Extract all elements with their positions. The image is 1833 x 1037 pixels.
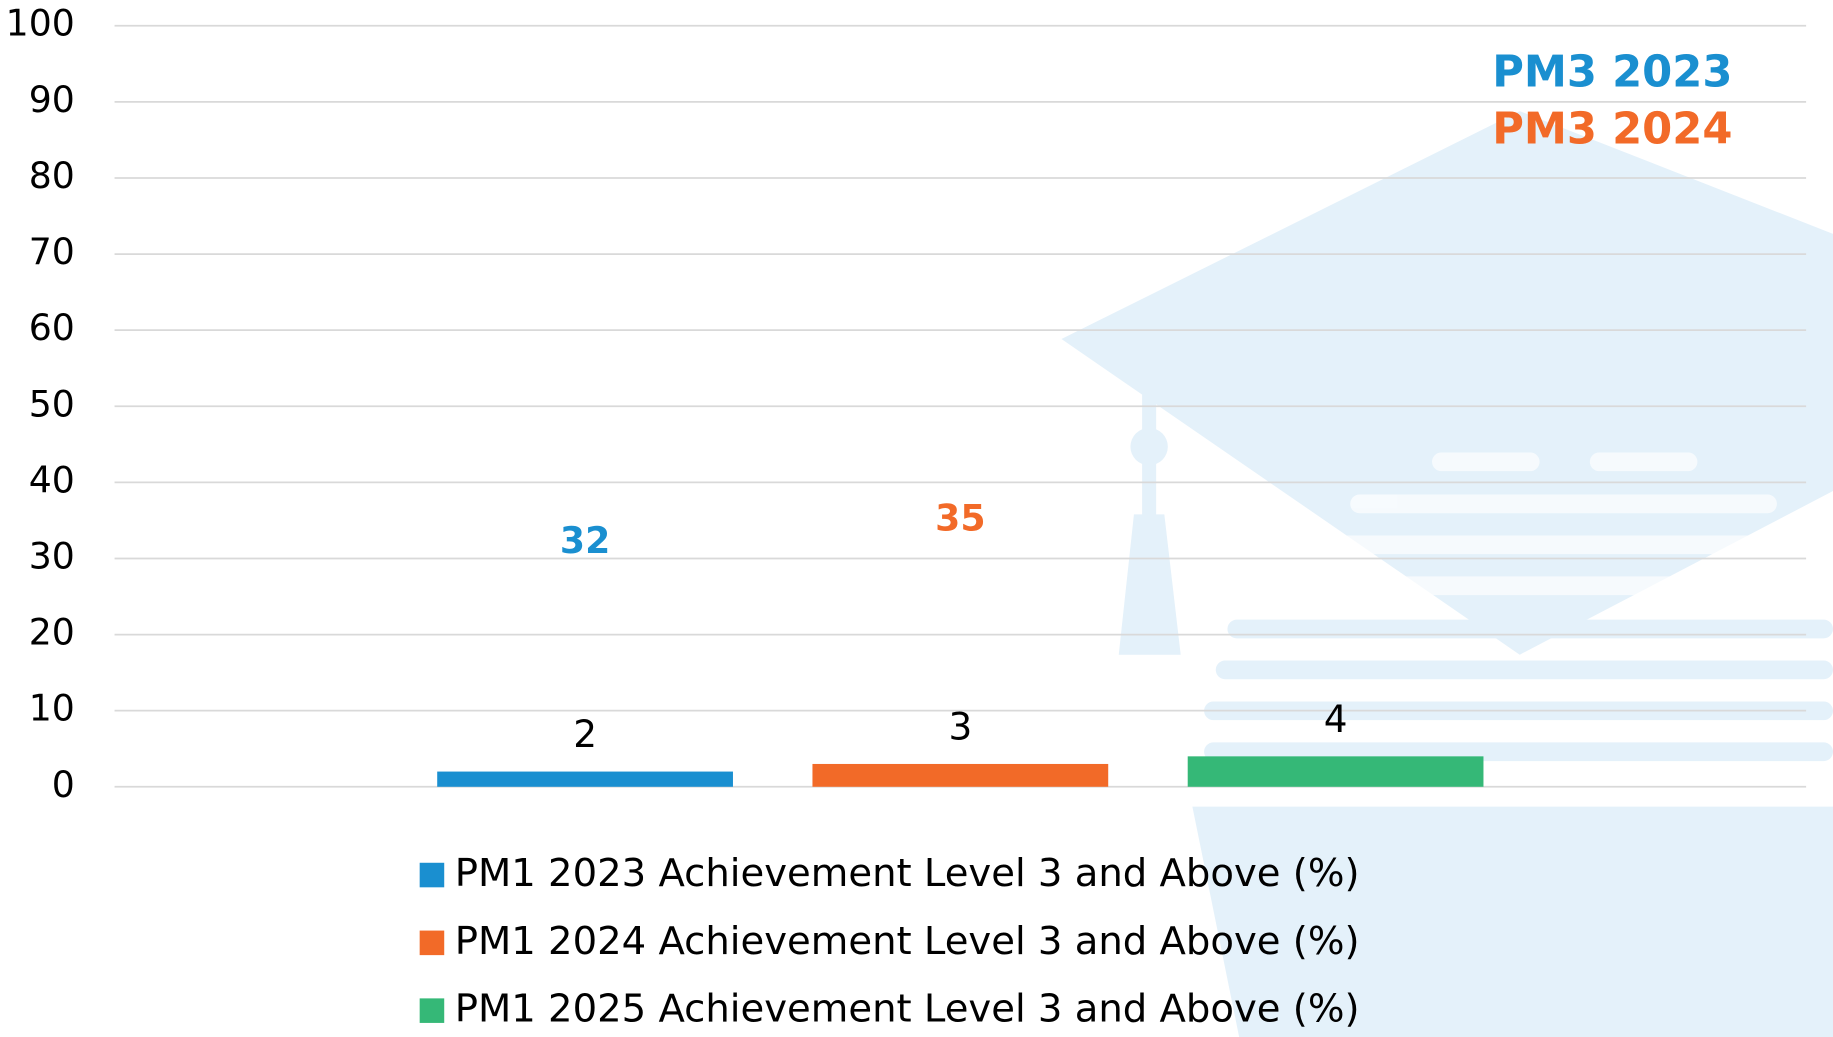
tassel-knot (1130, 428, 1167, 465)
stripe (1227, 620, 1833, 639)
y-tick-label: 50 (29, 382, 75, 425)
bar (437, 772, 733, 787)
y-tick-label: 90 (29, 78, 75, 121)
y-tick-label: 60 (29, 306, 75, 349)
legend-swatch (420, 998, 445, 1023)
note: PM3 2024 (1492, 105, 1732, 155)
data-label: 2 (573, 712, 597, 756)
stripe (1590, 452, 1698, 471)
annotation: 35 (935, 496, 985, 539)
stripe (1350, 495, 1777, 514)
y-tick-label: 70 (29, 230, 75, 273)
tassel (1119, 514, 1181, 654)
y-tick-label: 80 (29, 154, 75, 197)
y-tick-label: 40 (29, 458, 75, 501)
cap-shape (1061, 111, 1833, 655)
bar (812, 764, 1108, 787)
stripe (1216, 661, 1833, 680)
page: 0 10 20 30 40 50 60 70 80 90 100 2 3 4 32 35 PM3 2023 PM3… (0, 0, 1833, 1037)
y-tick-label: 30 (29, 534, 75, 577)
annotation: 32 (560, 519, 610, 562)
y-tick-label: 0 (52, 763, 75, 806)
note: PM3 2023 (1492, 47, 1732, 97)
stripe (1263, 576, 1833, 595)
y-tick-label: 10 (29, 687, 75, 730)
data-label: 3 (948, 704, 972, 748)
legend-swatch (420, 931, 445, 956)
data-label: 4 (1324, 697, 1348, 741)
chart: 0 10 20 30 40 50 60 70 80 90 100 2 3 4 32 35 PM3 2023 PM3… (0, 0, 1833, 1037)
watermark (1061, 111, 1833, 1037)
legend-label: PM1 2024 Achievement Level 3 and Above (… (455, 919, 1360, 964)
legend-label: PM1 2025 Achievement Level 3 and Above (… (455, 987, 1360, 1032)
bar (1188, 756, 1484, 786)
stripe (1300, 535, 1826, 554)
y-tick-label: 20 (29, 611, 75, 654)
y-tick-label: 100 (6, 2, 75, 45)
stripe (1432, 452, 1540, 471)
legend-swatch (420, 863, 445, 888)
legend-label: PM1 2023 Achievement Level 3 and Above (… (455, 851, 1360, 896)
